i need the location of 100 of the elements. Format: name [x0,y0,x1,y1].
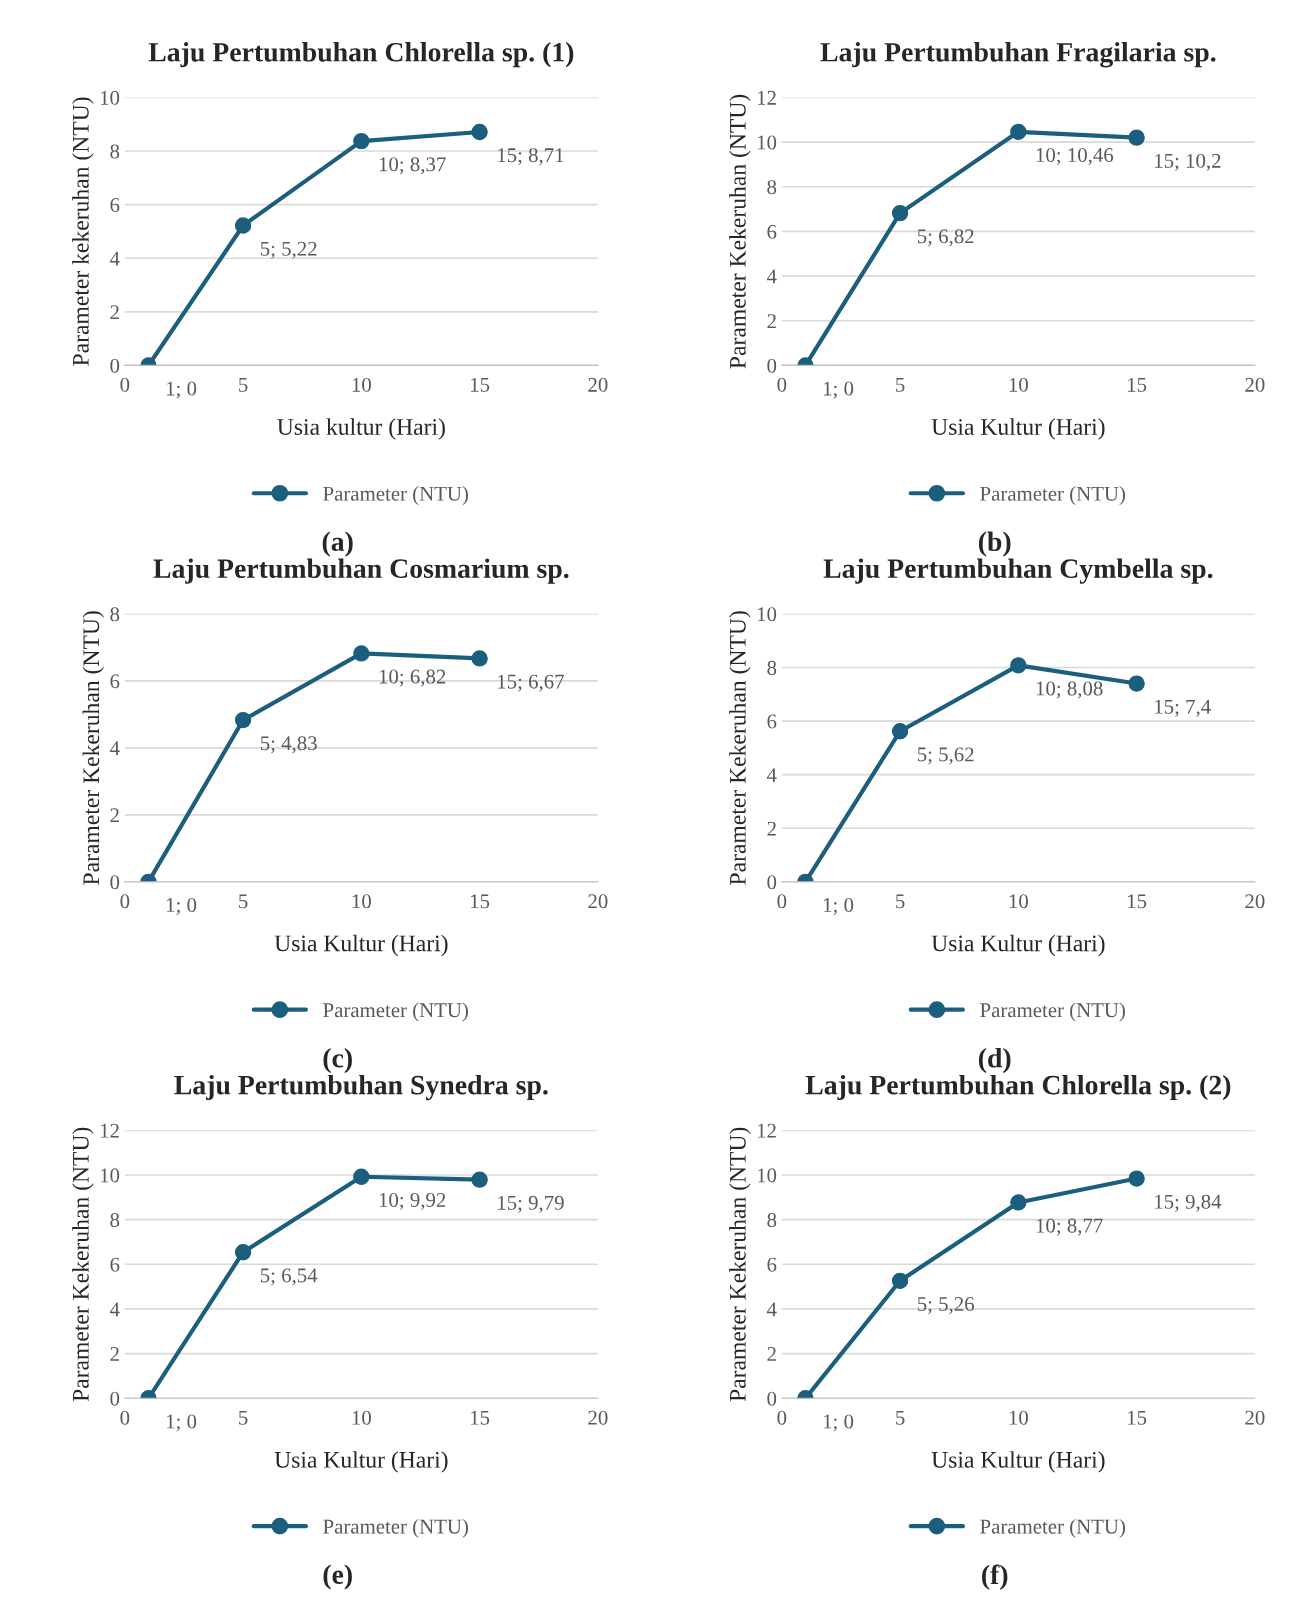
y-tick-label: 2 [767,1347,776,1361]
x-axis-title: Usia Kultur (Hari) [931,418,1105,440]
x-tick-label: 20 [588,894,608,909]
point [471,123,488,141]
y-axis-title: Parameter Kekeruhan (NTU) [729,1127,751,1402]
legend-label: Parameter (NTU) [980,486,1125,505]
point [471,1171,488,1188]
x-axis-title: Usia Kultur (Hari) [931,934,1105,957]
x-tick-label: 10 [352,1410,371,1425]
data-label: 5; 4,83 [260,736,317,754]
data-label: 10; 6,82 [379,669,446,687]
point [891,204,909,222]
data-label: 10; 8,77 [1036,1218,1103,1236]
x-tick-label: 0 [777,377,787,392]
y-tick-label: 0 [110,1391,120,1406]
chart-title: Laju Pertumbuhan Chlorella sp. (2) [805,1074,1231,1101]
y-tick-label: 0 [110,358,120,373]
y-tick-label: 8 [110,607,120,622]
legend-label: Parameter (NTU) [323,1518,468,1538]
x-tick-label: 20 [1245,894,1265,909]
y-tick-label: 12 [100,1123,119,1138]
point [1128,1170,1145,1187]
data-label: 10; 9,92 [379,1192,446,1210]
y-tick-label: 4 [109,741,120,756]
x-tick-label: 20 [1245,377,1265,392]
y-tick-label: 2 [110,1347,119,1361]
point [891,723,909,740]
x-tick-label: 10 [1009,1410,1028,1425]
y-tick-label: 6 [767,1257,777,1272]
x-tick-label: 5 [239,378,248,392]
y-tick-label: 0 [767,875,777,890]
x-tick-label: 5 [896,378,905,392]
data-label: 1; 0 [823,1414,854,1432]
x-tick-label: 0 [777,1410,787,1425]
data-label: 5; 6,82 [917,229,974,247]
chart-title: Laju Pertumbuhan Synedra sp. [174,1074,548,1101]
data-label: 5; 5,26 [917,1297,975,1315]
x-tick-label: 20 [588,377,608,392]
x-tick-label: 10 [1009,377,1028,392]
chart-title: Laju Pertumbuhan Chlorella sp. (1) [148,42,574,68]
x-tick-label: 5 [239,894,248,909]
point [1010,657,1027,674]
y-tick-label: 0 [767,358,777,373]
x-tick-label: 15 [471,377,490,392]
text: (c) [323,1047,352,1074]
data-label: 1; 0 [823,897,854,916]
y-tick-label: 2 [110,808,119,823]
y-tick-label: 10 [757,1168,777,1183]
data-label: 15; 8,71 [498,148,564,166]
x-axis-title: Usia Kultur (Hari) [274,934,448,957]
y-tick-label: 0 [767,1391,777,1406]
y-tick-label: 8 [767,660,777,675]
y-tick-label: 2 [110,305,119,320]
y-tick-label: 12 [757,1123,776,1138]
x-tick-label: 15 [471,894,490,909]
data-label: 1; 0 [166,1414,197,1432]
data-label: 5; 5,22 [260,241,317,259]
x-tick-label: 0 [120,377,130,392]
y-tick-label: 4 [109,1302,120,1317]
text: (e) [323,1564,352,1590]
y-tick-label: 10 [757,607,777,622]
y-tick-label: 8 [767,1213,777,1228]
x-tick-label: 20 [1245,1410,1265,1425]
data-label: 15; 10,2 [1155,153,1221,171]
y-tick-label: 6 [110,1257,120,1272]
text: (d) [978,1047,1011,1074]
x-tick-label: 15 [1128,894,1147,909]
x-tick-label: 15 [1128,377,1147,392]
x-tick-label: 5 [896,1410,905,1425]
x-tick-label: 10 [1009,894,1028,909]
y-axis-title: Parameter Kekeruhan (NTU) [729,94,751,369]
y-tick-label: 10 [757,135,777,150]
data-label: 5; 6,54 [260,1268,318,1286]
y-axis-title: Parameter Kekeruhan (NTU) [729,611,751,885]
data-label: 1; 0 [166,897,197,916]
chart-title: Laju Pertumbuhan Fragilaria sp. [820,42,1216,68]
point [353,132,370,150]
x-axis-title: Usia Kultur (Hari) [274,1451,448,1473]
text: (b) [978,531,1011,557]
chart-title: Laju Pertumbuhan Cosmarium sp. [153,558,569,584]
x-tick-label: 0 [120,894,130,909]
y-axis-title: Parameter Kekeruhan (NTU) [82,611,104,885]
y-tick-label: 0 [110,875,120,890]
x-tick-label: 5 [239,1410,248,1425]
x-tick-label: 15 [471,1410,490,1425]
point [1128,129,1145,146]
point [353,645,370,662]
legend-label: Parameter (NTU) [323,1002,468,1022]
y-tick-label: 4 [766,1302,777,1317]
x-axis-title: Usia Kultur (Hari) [931,1451,1105,1473]
point [234,711,252,729]
data-label: 15; 6,67 [498,674,564,692]
y-tick-label: 4 [766,269,777,284]
x-tick-label: 10 [352,894,371,909]
y-tick-label: 6 [110,198,120,213]
y-tick-label: 8 [767,180,777,195]
point [1010,123,1027,140]
point [234,217,252,234]
y-tick-label: 4 [766,768,777,782]
point [471,650,488,667]
